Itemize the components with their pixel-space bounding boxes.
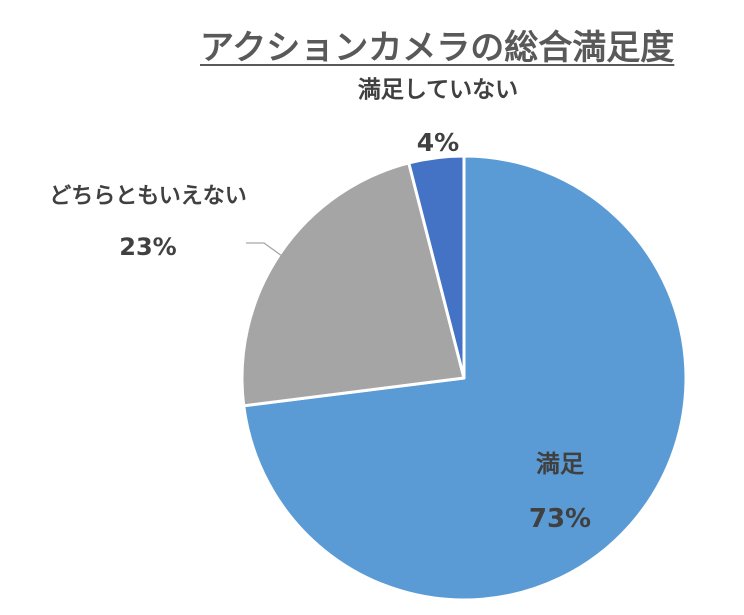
- value-label-どちらともいえない: 23%: [119, 233, 176, 261]
- value-label-満足: 73%: [529, 504, 591, 534]
- leader-line-どちらともいえない: [246, 242, 283, 257]
- category-label-満足: 満足: [536, 450, 584, 478]
- category-label-どちらともいえない: どちらともいえない: [49, 184, 247, 209]
- chart-title: アクションカメラの総合満足度: [200, 28, 675, 68]
- category-label-満足していない: 満足していない: [358, 77, 518, 103]
- pie-slices: [240, 154, 688, 602]
- pie-slice-どちらともいえない: [240, 161, 466, 408]
- value-label-満足していない: 4%: [417, 128, 459, 157]
- pie-slice-満足していない: [407, 154, 466, 380]
- pie-labels: 満足 73% どちらともいえない 23% 満足していない 4%: [49, 77, 591, 534]
